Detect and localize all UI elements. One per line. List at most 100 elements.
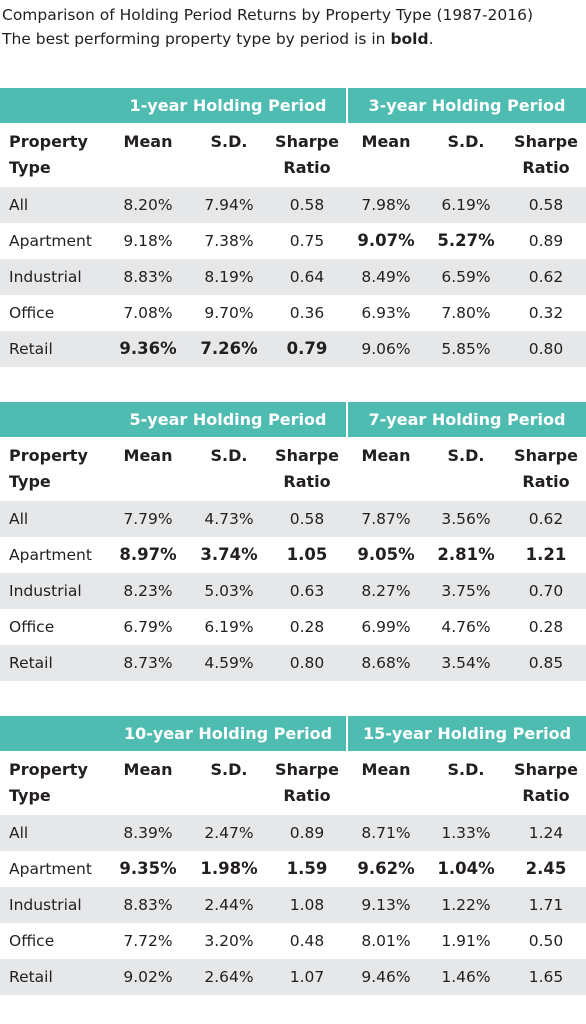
cell: 3.54% [441, 654, 491, 672]
row-label: Apartment [9, 546, 92, 564]
row-background [0, 259, 586, 295]
row-background [0, 815, 586, 851]
cell: 1.59 [286, 859, 328, 878]
cell: 2.47% [204, 824, 254, 842]
cell: 7.98% [361, 196, 411, 214]
column-header: S.D. [447, 132, 485, 151]
group-band [0, 716, 346, 751]
column-header: S.D. [210, 760, 248, 779]
cell: 1.33% [441, 824, 491, 842]
column-header: Property Type [9, 446, 88, 491]
cell: 1.98% [200, 859, 258, 878]
cell: 7.94% [204, 196, 254, 214]
cell: 6.93% [361, 304, 411, 322]
cell: 8.73% [123, 654, 173, 672]
cell: 0.48 [289, 932, 325, 950]
column-header: Mean [361, 132, 411, 151]
column-header: Sharpe Ratio [514, 446, 578, 491]
cell: 4.59% [204, 654, 254, 672]
column-header: Mean [123, 132, 173, 151]
cell: 4.73% [204, 510, 254, 528]
group-header: 5-year Holding Period [129, 410, 327, 429]
cell: 8.19% [204, 268, 254, 286]
column-header: Property Type [9, 132, 88, 177]
cell: 0.28 [289, 618, 325, 636]
column-header: Sharpe Ratio [514, 760, 578, 805]
cell: 1.22% [441, 896, 491, 914]
subtitle-text: The best performing property type by per… [2, 30, 391, 48]
cell: 1.08 [289, 896, 325, 914]
cell: 8.23% [123, 582, 173, 600]
cell: 3.56% [441, 510, 491, 528]
cell: 9.05% [357, 545, 415, 564]
cell: 0.28 [528, 618, 564, 636]
column-header: Sharpe Ratio [275, 446, 339, 491]
cell: 6.99% [361, 618, 411, 636]
row-label: All [9, 510, 29, 528]
cell: 3.75% [441, 582, 491, 600]
group-band [0, 402, 346, 437]
cell: 1.46% [441, 968, 491, 986]
column-header: Mean [361, 760, 411, 779]
cell: 7.80% [441, 304, 491, 322]
cell: 7.87% [361, 510, 411, 528]
row-background [0, 501, 586, 537]
cell: 0.58 [289, 510, 325, 528]
cell: 7.79% [123, 510, 173, 528]
cell: 8.83% [123, 896, 173, 914]
cell: 8.71% [361, 824, 411, 842]
cell: 2.45 [525, 859, 567, 878]
cell: 0.89 [528, 232, 564, 250]
cell: 1.07 [289, 968, 325, 986]
group-band [348, 716, 586, 751]
cell: 0.50 [528, 932, 564, 950]
cell: 2.44% [204, 896, 254, 914]
title: Comparison of Holding Period Returns by … [2, 6, 534, 24]
cell: 6.79% [123, 618, 173, 636]
cell: 5.03% [204, 582, 254, 600]
cell: 0.32 [528, 304, 564, 322]
cell: 6.19% [441, 196, 491, 214]
cell: 1.71 [528, 896, 564, 914]
row-background [0, 645, 586, 681]
column-header: S.D. [210, 446, 248, 465]
group-header: 3-year Holding Period [368, 96, 566, 115]
column-header: Mean [123, 760, 173, 779]
cell: 0.79 [286, 339, 328, 358]
cell: 1.05 [286, 545, 328, 564]
row-label: Retail [9, 968, 53, 986]
cell: 4.76% [441, 618, 491, 636]
cell: 8.97% [119, 545, 177, 564]
cell: 8.27% [361, 582, 411, 600]
cell: 1.21 [525, 545, 567, 564]
cell: 9.36% [119, 339, 177, 358]
cell: 8.49% [361, 268, 411, 286]
cell: 0.80 [528, 340, 564, 358]
cell: 1.04% [437, 859, 495, 878]
cell: 9.46% [361, 968, 411, 986]
row-label: All [9, 196, 29, 214]
cell: 0.63 [289, 582, 325, 600]
cell: 0.70 [528, 582, 564, 600]
cell: 3.74% [200, 545, 258, 564]
cell: 8.20% [123, 196, 173, 214]
cell: 0.62 [528, 510, 564, 528]
subtitle-bold: bold [390, 30, 429, 48]
cell: 9.02% [123, 968, 173, 986]
column-header: S.D. [447, 446, 485, 465]
subtitle: The best performing property type by per… [2, 28, 434, 50]
group-band [348, 402, 586, 437]
cell: 0.80 [289, 654, 325, 672]
cell: 0.36 [289, 304, 325, 322]
group-header: 1-year Holding Period [129, 96, 327, 115]
cell: 8.83% [123, 268, 173, 286]
cell: 0.58 [528, 196, 564, 214]
group-band [348, 88, 586, 123]
row-label: Industrial [9, 582, 82, 600]
cell: 7.72% [123, 932, 173, 950]
column-header: Sharpe Ratio [275, 760, 339, 805]
row-background [0, 959, 586, 995]
group-header: 15-year Holding Period [362, 724, 572, 743]
cell: 9.35% [119, 859, 177, 878]
row-background [0, 573, 586, 609]
